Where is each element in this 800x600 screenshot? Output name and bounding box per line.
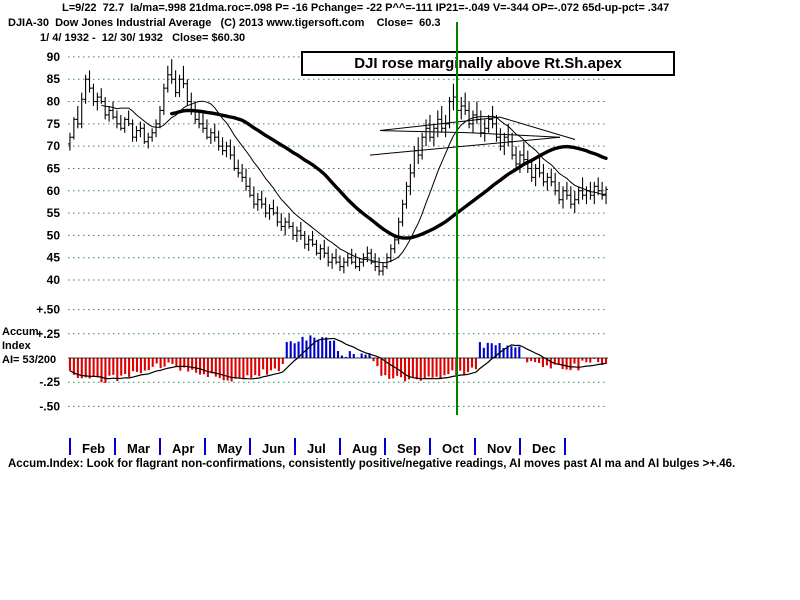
month-label-mar: Mar (127, 441, 151, 456)
footer-hint-text: Accum.Index: Look for flagrant non-confi… (8, 458, 736, 470)
ai-histogram-bars (68, 335, 608, 383)
month-label-nov: Nov (487, 441, 512, 456)
price-y-tick-label: 45 (47, 251, 61, 265)
price-y-tick-label: 80 (47, 95, 61, 109)
price-y-tick-label: 90 (47, 50, 61, 64)
ai-y-tick-label: +.25 (36, 327, 60, 341)
month-axis-ticks (69, 438, 566, 455)
trendline-overlay (369, 116, 576, 156)
price-y-tick-label: 40 (47, 273, 61, 287)
accum-index-panel: +.50 +.25 -.25 -.50 (0, 290, 800, 425)
accum-index-title-line2: Index (2, 340, 31, 352)
price-y-tick-label: 70 (47, 139, 61, 153)
ai-y-tick-label: +.50 (36, 303, 60, 317)
ai-y-tick-label: -.50 (39, 399, 60, 413)
price-y-tick-label: 65 (47, 161, 61, 175)
cursor-vline[interactable] (456, 22, 458, 415)
month-label-jun: Jun (262, 441, 286, 456)
accum-index-title: Accum Index AI= 53/200 (2, 325, 56, 367)
price-y-tick-label: 55 (47, 206, 61, 220)
price-chart-panel: 90 85 80 75 70 65 60 55 50 45 40 (0, 40, 800, 290)
accum-index-value: AI= 53/200 (2, 354, 57, 366)
header-title-line: DJIA-30 Dow Jones Industrial Average (C)… (8, 17, 441, 29)
ai-moving-average-line (69, 337, 607, 380)
month-label-dec: Dec (532, 441, 556, 456)
month-label-feb: Feb (82, 441, 106, 456)
price-y-tick-label: 85 (47, 72, 61, 86)
month-label-oct: Oct (442, 441, 464, 456)
price-y-tick-label: 75 (47, 117, 61, 131)
chart-annotation-callout: DJI rose marginally above Rt.Sh.apex (301, 51, 675, 76)
moving-average-thick (169, 108, 608, 240)
ai-y-tick-label: -.25 (39, 375, 60, 389)
price-y-tick-label: 60 (47, 184, 61, 198)
month-axis (0, 436, 800, 460)
month-label-sep: Sep (397, 441, 421, 456)
chart-annotation-text: DJI rose marginally above Rt.Sh.apex (354, 55, 622, 72)
moving-average-thin (101, 100, 607, 264)
month-label-apr: Apr (172, 441, 195, 456)
header-stats-line: L=9/22 72.7 Ia/ma=.998 21dma.roc=.098 P=… (62, 2, 670, 14)
price-chart-svg: 90 85 80 75 70 65 60 55 50 45 40 (47, 50, 608, 287)
accum-index-title-line1: Accum (2, 326, 39, 338)
accum-index-svg: +.50 +.25 -.25 -.50 (36, 303, 608, 413)
month-label-jul: Jul (307, 441, 326, 456)
ohlc-bars-group (68, 59, 608, 276)
month-label-aug: Aug (352, 441, 378, 456)
price-y-tick-label: 50 (47, 228, 61, 242)
header-daterange-line: 1/ 4/ 1932 - 12/ 30/ 1932 Close= $60.30 (40, 32, 246, 44)
month-label-may: May (217, 441, 243, 456)
